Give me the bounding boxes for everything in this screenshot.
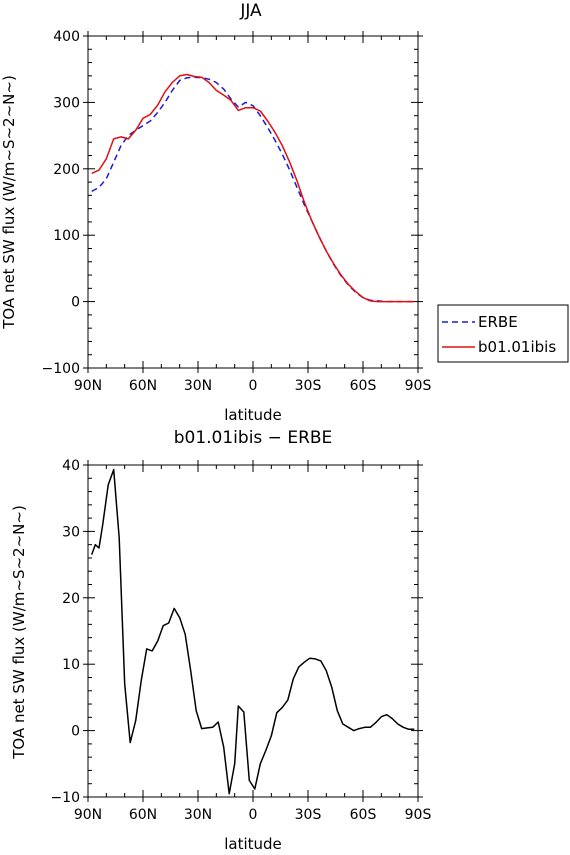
bottom-x-axis-label: latitude [224, 835, 282, 851]
bottom-x-tick-label: 30N [184, 807, 212, 823]
bottom-y-tick-label: 20 [62, 591, 80, 607]
bottom-plot-frame [87, 464, 419, 798]
bottom-x-tick-label: 90N [74, 807, 102, 823]
bottom-series [90, 468, 415, 795]
top-y-tick-label: 400 [53, 29, 80, 45]
bottom-x-tick-label: 30S [295, 807, 322, 823]
top-series [91, 73, 415, 303]
bottom-axis-ticks: 90N 60N 30N 0 30S 60S 90S 40 30 20 10 0 −10 [50, 458, 431, 823]
bottom-x-tick-label: 0 [249, 807, 258, 823]
top-x-tick-label: 90S [405, 378, 432, 394]
top-x-tick-label: 30S [295, 378, 322, 394]
legend-label-b01: b01.01ibis [478, 338, 556, 356]
top-x-tick-label: 60S [350, 378, 377, 394]
bottom-chart-title: b01.01ibis − ERBE [174, 428, 333, 448]
top-series-line-erbe [91, 76, 415, 303]
top-y-tick-label: 0 [71, 295, 80, 311]
top-y-tick-label: 100 [53, 228, 80, 244]
top-y-tick-label: 300 [53, 95, 80, 111]
top-y-tick-label: −100 [42, 361, 80, 377]
top-plot-frame [87, 35, 419, 369]
top-series-line-b01-01ibis [91, 73, 415, 303]
top-x-tick-label: 60N [129, 378, 157, 394]
top-y-axis-label: TOA net SW flux (W/m~S~2~N~) [0, 75, 18, 330]
legend-box [437, 304, 569, 363]
panel-bottom: b01.01ibis − ERBE TOA net SW flux (W/m~S… [10, 428, 431, 853]
top-axis-ticks: 90N 60N 30N 0 30S 60S 90S 400 300 200 100 0 −100 [42, 29, 432, 394]
bottom-series-line-0 [90, 468, 415, 795]
bottom-x-tick-label: 90S [405, 807, 432, 823]
panel-top: JJA TOA net SW flux (W/m~S~2~N~) latitud… [0, 1, 431, 424]
bottom-y-tick-label: 10 [62, 657, 80, 673]
bottom-y-axis-label: TOA net SW flux (W/m~S~2~N~) [10, 505, 28, 760]
legend-label-erbe: ERBE [478, 313, 518, 331]
top-x-tick-label: 30N [184, 378, 212, 394]
bottom-y-tick-label: 30 [62, 524, 80, 540]
top-x-tick-label: 0 [249, 378, 258, 394]
top-x-tick-label: 90N [74, 378, 102, 394]
top-chart-title: JJA [239, 1, 262, 21]
legend: ERBE b01.01ibis [437, 304, 569, 363]
bottom-x-tick-label: 60S [350, 807, 377, 823]
top-y-tick-label: 200 [53, 162, 80, 178]
bottom-y-tick-label: −10 [50, 790, 80, 806]
top-x-axis-label: latitude [224, 406, 282, 424]
bottom-y-tick-label: 0 [71, 724, 80, 740]
bottom-x-tick-label: 60N [129, 807, 157, 823]
bottom-y-tick-label: 40 [62, 458, 80, 474]
